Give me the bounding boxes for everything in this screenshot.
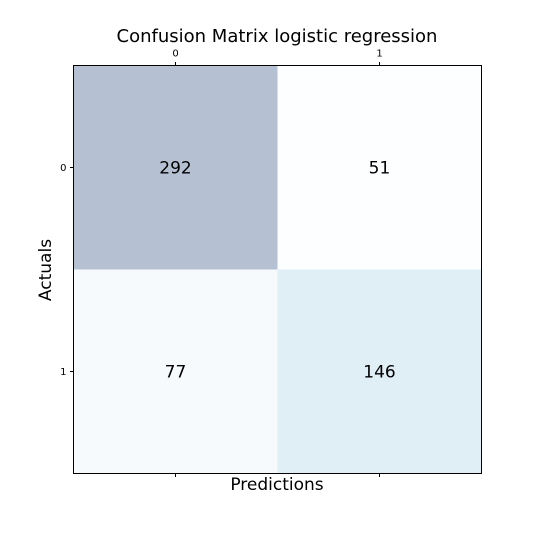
x-tick-label-0: 0 [172,49,178,60]
y-tick-label-1: 1 [60,367,66,378]
cell-value-0-1: 51 [369,159,391,179]
y-tick-label-0: 0 [60,163,66,174]
heatmap-cell-1-1 [277,269,482,474]
heatmap-cell-0-1 [277,65,482,270]
y-axis-label: Actuals [36,239,56,301]
cell-value-1-1: 146 [363,363,395,383]
heatmap-cell-0-0 [73,65,278,270]
x-axis-label: Predictions [230,475,323,495]
x-tick-label-1: 1 [376,49,382,60]
cell-value-1-0: 77 [165,363,187,383]
heatmap-cell-1-0 [73,269,278,474]
chart-title: Confusion Matrix logistic regression [117,26,438,47]
cell-value-0-0: 292 [159,159,191,179]
plot-frame [73,65,482,474]
axis-ticks: 0 1 0 1 [60,49,383,477]
heatmap-cells: 292 51 77 146 [73,65,482,474]
